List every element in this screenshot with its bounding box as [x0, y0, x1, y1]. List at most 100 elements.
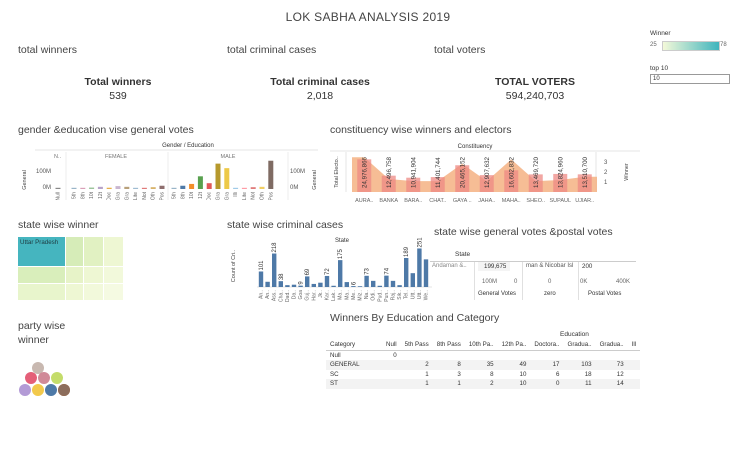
treemap-tile[interactable] — [18, 284, 65, 300]
criminal-bar[interactable] — [364, 275, 369, 287]
constituency-value-label: 16,602,832 — [508, 156, 515, 188]
gender-bar[interactable] — [215, 163, 221, 189]
criminal-bar[interactable] — [404, 257, 409, 287]
criminal-bar[interactable] — [338, 260, 343, 287]
criminal-bar[interactable] — [417, 248, 422, 287]
treemap-tile-uttar-pradesh[interactable]: Uttar Pradesh — [18, 237, 65, 266]
party-bubble[interactable] — [32, 362, 44, 374]
criminal-category-label: Ass.. — [272, 290, 278, 301]
criminal-bar[interactable] — [390, 280, 396, 287]
constituency-bar[interactable] — [577, 174, 592, 192]
party-bubble[interactable] — [19, 384, 31, 396]
criminal-bar[interactable] — [371, 280, 376, 287]
gender-bar[interactable] — [141, 187, 147, 189]
total-voters-value: 594,240,703 — [505, 90, 565, 102]
treemap-tile[interactable] — [104, 267, 123, 283]
gender-bar[interactable] — [55, 187, 61, 189]
gender-bar[interactable] — [197, 176, 203, 189]
gender-bar[interactable] — [124, 186, 130, 189]
gender-category-label: Null — [56, 192, 62, 200]
gender-bar[interactable] — [80, 187, 86, 189]
treemap-tile[interactable] — [84, 237, 103, 266]
gender-bar[interactable] — [106, 187, 112, 189]
treemap-tile[interactable] — [104, 284, 123, 300]
gender-bar[interactable] — [259, 186, 265, 189]
education-value-cell: 14 — [616, 380, 624, 388]
gender-bar[interactable] — [71, 187, 77, 189]
gender-bar[interactable] — [115, 186, 121, 189]
gender-bar[interactable] — [150, 187, 156, 189]
constituency-bar[interactable] — [528, 174, 543, 192]
top10-input[interactable]: 10 — [650, 74, 730, 84]
criminal-bar[interactable] — [258, 271, 264, 287]
criminal-bar[interactable] — [265, 281, 270, 287]
criminal-bar[interactable] — [324, 275, 330, 287]
criminal-category-label: Utt.. — [417, 290, 423, 299]
party-bubble[interactable] — [25, 372, 37, 384]
constituency-bar[interactable] — [406, 177, 421, 192]
criminal-bar[interactable] — [357, 286, 363, 287]
criminal-bar[interactable] — [410, 273, 415, 287]
gender-bar[interactable] — [97, 186, 103, 189]
treemap-tile[interactable] — [66, 267, 83, 283]
criminal-bar[interactable] — [318, 282, 323, 287]
postal-zero-tick: 0 — [548, 279, 552, 285]
criminal-bar[interactable] — [423, 259, 429, 287]
criminal-category-label: Har.. — [311, 290, 317, 301]
treemap-tile[interactable] — [84, 267, 103, 283]
criminal-bar[interactable] — [298, 285, 303, 287]
treemap-tile[interactable] — [66, 284, 83, 300]
gender-bar[interactable] — [159, 185, 165, 189]
party-bubble[interactable] — [51, 372, 63, 384]
gender-bar[interactable] — [224, 168, 230, 189]
treemap-tile[interactable] — [18, 267, 65, 283]
gender-group-null: N.. — [54, 154, 62, 160]
gender-bar[interactable] — [189, 183, 195, 189]
education-value-cell — [596, 350, 628, 360]
gender-bar[interactable] — [250, 187, 256, 189]
gender-ytick-0m: 0M — [43, 185, 51, 191]
party-bubble[interactable] — [58, 384, 70, 396]
gender-bar[interactable] — [171, 187, 177, 189]
criminal-bar[interactable] — [278, 281, 283, 287]
criminal-category-label: Odi.. — [371, 290, 377, 301]
criminal-bar[interactable] — [285, 285, 290, 287]
treemap-tile[interactable] — [84, 284, 103, 300]
constituency-bar[interactable] — [504, 170, 519, 192]
party-bubble[interactable] — [32, 384, 44, 396]
criminal-bar[interactable] — [351, 286, 356, 287]
constituency-bar[interactable] — [553, 173, 568, 192]
education-value-cell: 10 — [519, 370, 527, 378]
gender-bar[interactable] — [180, 185, 186, 189]
criminal-bar[interactable] — [272, 253, 277, 287]
gender-bar[interactable] — [241, 187, 247, 189]
criminal-bar[interactable] — [291, 284, 297, 287]
gender-bar[interactable] — [133, 187, 139, 189]
constituency-bar[interactable] — [357, 159, 372, 192]
criminal-bar[interactable] — [397, 285, 402, 287]
constituency-bar[interactable] — [381, 175, 396, 192]
criminal-bar[interactable] — [344, 282, 349, 287]
criminal-bar[interactable] — [384, 275, 389, 287]
party-bubble[interactable] — [45, 384, 57, 396]
constituency-bar[interactable] — [430, 177, 445, 192]
gender-bar[interactable] — [89, 187, 95, 189]
criminal-bar[interactable] — [377, 285, 382, 287]
gender-category-label: Gra — [224, 192, 230, 200]
party-bubble[interactable] — [38, 372, 50, 384]
criminal-category-label: Cha.. — [278, 290, 284, 302]
criminal-bar[interactable] — [305, 276, 310, 287]
criminal-bar[interactable] — [331, 285, 336, 287]
treemap-tile[interactable] — [66, 237, 83, 266]
gender-bar[interactable] — [268, 160, 274, 189]
gender-bar[interactable] — [233, 187, 239, 189]
criminal-category-label: Dad.. — [285, 290, 291, 302]
criminal-bar[interactable] — [311, 283, 316, 287]
education-value-cell: 35 — [486, 361, 494, 369]
postal-col-postal: Postal Votes — [588, 291, 622, 297]
treemap-tile[interactable] — [104, 237, 123, 266]
education-value-cell: 2 — [490, 380, 494, 388]
constituency-bar[interactable] — [479, 175, 494, 192]
gender-bar[interactable] — [206, 183, 212, 189]
constituency-bar[interactable] — [455, 165, 470, 192]
